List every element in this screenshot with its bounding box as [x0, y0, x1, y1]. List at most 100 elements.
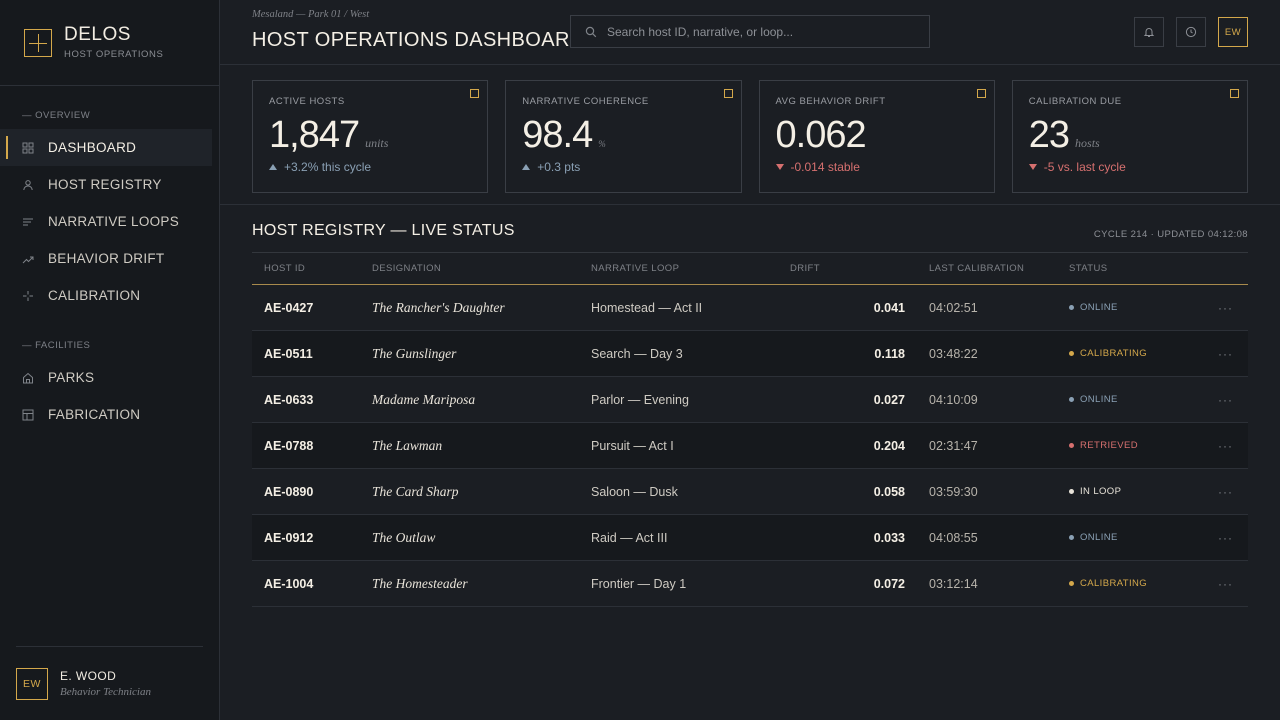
kpi-value: 23	[1028, 114, 1070, 156]
table-row[interactable]: AE-0788 The Lawman Pursuit — Act I 0.204 02:…	[252, 423, 1248, 469]
host-designation: The Homesteader	[372, 575, 468, 591]
host-designation: Madame Mariposa	[372, 391, 476, 407]
table-row[interactable]: AE-1004 The Homesteader Frontier — Day 1 0.…	[252, 561, 1248, 607]
column-header-host-id[interactable]: HOST ID	[264, 263, 306, 274]
table-row[interactable]: AE-0633 Madame Mariposa Parlor — Evening 0.…	[252, 377, 1248, 423]
section-divider	[220, 204, 1280, 205]
kpi-card-narrative-coherence[interactable]: NARRATIVE COHERENCE 98.4% +0.3 pts	[505, 80, 742, 193]
corner-marker-icon	[976, 89, 986, 98]
sidebar-item-calibration[interactable]: CALIBRATION	[0, 277, 212, 314]
brand[interactable]: DELOS HOST OPERATIONS	[0, 0, 219, 86]
narrative-loop: Search — Day 3	[591, 346, 683, 361]
brand-subtitle: HOST OPERATIONS	[64, 49, 164, 60]
last-calibration: 03:48:22	[929, 346, 978, 361]
status-badge: RETRIEVED	[1069, 440, 1189, 451]
host-id[interactable]: AE-0511	[264, 346, 313, 361]
corner-marker-icon	[470, 89, 480, 98]
kpi-unit: hosts	[1075, 136, 1100, 150]
kpi-delta-text: -0.014 stable	[790, 160, 860, 174]
drift-value: 0.033	[873, 530, 905, 545]
host-id[interactable]: AE-0890	[264, 484, 314, 499]
nav-section-overview: — OVERVIEW	[22, 110, 91, 121]
kpi-delta-text: -5 vs. last cycle	[1043, 160, 1126, 174]
nav-overview-list: DASHBOARD HOST REGISTRY NARRATIVE LOOPS BEH…	[0, 129, 219, 314]
breadcrumb[interactable]: Mesaland — Park 01 / West	[252, 9, 370, 20]
table-row[interactable]: AE-0511 The Gunslinger Search — Day 3 0.118…	[252, 331, 1248, 377]
corner-marker-icon	[723, 89, 733, 98]
last-calibration: 04:02:51	[929, 300, 978, 315]
kpi-value: 1,847	[269, 114, 360, 156]
row-actions-button[interactable]: ···	[1218, 392, 1233, 407]
kpi-card-avg-behavior-drift[interactable]: AVG BEHAVIOR DRIFT 0.062 -0.014 stable	[758, 80, 995, 193]
host-designation: The Lawman	[372, 437, 443, 453]
user-menu-button[interactable]: EW	[1218, 17, 1248, 47]
column-header-last-calibration[interactable]: LAST CALIBRATION	[929, 263, 1025, 274]
last-calibration: 03:59:30	[929, 484, 978, 499]
row-actions-button[interactable]: ···	[1218, 576, 1233, 591]
status-text: ONLINE	[1080, 302, 1118, 313]
sidebar-item-fabrication[interactable]: FABRICATION	[0, 396, 212, 433]
row-actions-button[interactable]: ···	[1218, 300, 1233, 315]
status-badge: ONLINE	[1069, 532, 1189, 543]
column-header-narrative-loop[interactable]: NARRATIVE LOOP	[591, 263, 680, 274]
bell-icon	[1143, 28, 1155, 37]
status-dot-icon	[1069, 443, 1074, 448]
delos-logo-icon	[24, 28, 52, 57]
sidebar-item-dashboard[interactable]: DASHBOARD	[0, 129, 212, 166]
triangle-down-icon	[1028, 164, 1037, 170]
clock-icon	[1185, 26, 1197, 38]
status-dot-icon	[1069, 305, 1074, 310]
sidebar-item-label: DASHBOARD	[48, 140, 137, 155]
kpi-cards: ACTIVE HOSTS 1,847 units +3.2% this cycle NA…	[252, 80, 1248, 193]
user-profile[interactable]: EW E. WOOD Behavior Technician	[16, 646, 203, 720]
host-id[interactable]: AE-0633	[264, 392, 314, 407]
status-dot-icon	[1069, 489, 1074, 494]
sidebar-item-behavior-drift[interactable]: BEHAVIOR DRIFT	[0, 240, 212, 277]
sidebar-item-narrative-loops[interactable]: NARRATIVE LOOPS	[0, 203, 212, 240]
host-registry-table: HOST ID DESIGNATION NARRATIVE LOOP DRIFT…	[252, 252, 1248, 607]
column-header-designation[interactable]: DESIGNATION	[372, 263, 442, 274]
status-text: CALIBRATING	[1080, 348, 1148, 359]
user-role: Behavior Technician	[60, 686, 151, 698]
drift-value: 0.027	[873, 392, 905, 407]
table-row[interactable]: AE-0890 The Card Sharp Saloon — Dusk 0.058 0…	[252, 469, 1248, 515]
history-button[interactable]	[1176, 17, 1206, 47]
search-input[interactable]	[607, 24, 917, 39]
column-header-drift[interactable]: DRIFT	[790, 263, 820, 274]
status-badge: CALIBRATING	[1069, 578, 1189, 589]
column-header-status[interactable]: STATUS	[1069, 263, 1108, 274]
kpi-unit: units	[365, 136, 389, 150]
table-row[interactable]: AE-0912 The Outlaw Raid — Act III 0.033 04:0…	[252, 515, 1248, 561]
kpi-delta: +3.2% this cycle	[269, 160, 471, 174]
kpi-value: 98.4	[522, 114, 593, 156]
status-dot-icon	[1069, 535, 1074, 540]
row-actions-button[interactable]: ···	[1218, 438, 1233, 453]
notifications-button[interactable]	[1134, 17, 1164, 47]
sidebar-item-host-registry[interactable]: HOST REGISTRY	[0, 166, 212, 203]
sidebar: DELOS HOST OPERATIONS — OVERVIEW DASHBOA…	[0, 0, 220, 720]
last-calibration: 03:12:14	[929, 576, 978, 591]
host-id[interactable]: AE-0912	[264, 530, 314, 545]
last-calibration: 04:08:55	[929, 530, 978, 545]
sidebar-item-label: PARKS	[48, 370, 95, 385]
sidebar-item-label: HOST REGISTRY	[48, 177, 162, 192]
sidebar-item-parks[interactable]: PARKS	[0, 359, 212, 396]
kpi-delta-text: +3.2% this cycle	[284, 160, 372, 174]
host-id[interactable]: AE-0788	[264, 438, 314, 453]
host-id[interactable]: AE-0427	[264, 300, 314, 315]
host-designation: The Gunslinger	[372, 345, 457, 361]
search-box[interactable]	[570, 15, 930, 48]
narrative-loop: Frontier — Day 1	[591, 576, 687, 591]
table-meta: CYCLE 214 · UPDATED 04:12:08	[1093, 229, 1248, 240]
row-actions-button[interactable]: ···	[1218, 346, 1233, 361]
kpi-card-active-hosts[interactable]: ACTIVE HOSTS 1,847 units +3.2% this cycle	[252, 80, 489, 193]
row-actions-button[interactable]: ···	[1218, 530, 1233, 545]
table-row[interactable]: AE-0427 The Rancher's Daughter Homestead —…	[252, 285, 1248, 331]
row-actions-button[interactable]: ···	[1218, 484, 1233, 499]
kpi-label: CALIBRATION DUE	[1028, 96, 1122, 107]
lines-icon	[22, 216, 34, 228]
kpi-card-calibration-due[interactable]: CALIBRATION DUE 23 hosts -5 vs. last cycle	[1011, 80, 1248, 193]
host-id[interactable]: AE-1004	[264, 576, 314, 591]
last-calibration: 02:31:47	[929, 438, 978, 453]
table-title: HOST REGISTRY — LIVE STATUS	[252, 222, 515, 239]
